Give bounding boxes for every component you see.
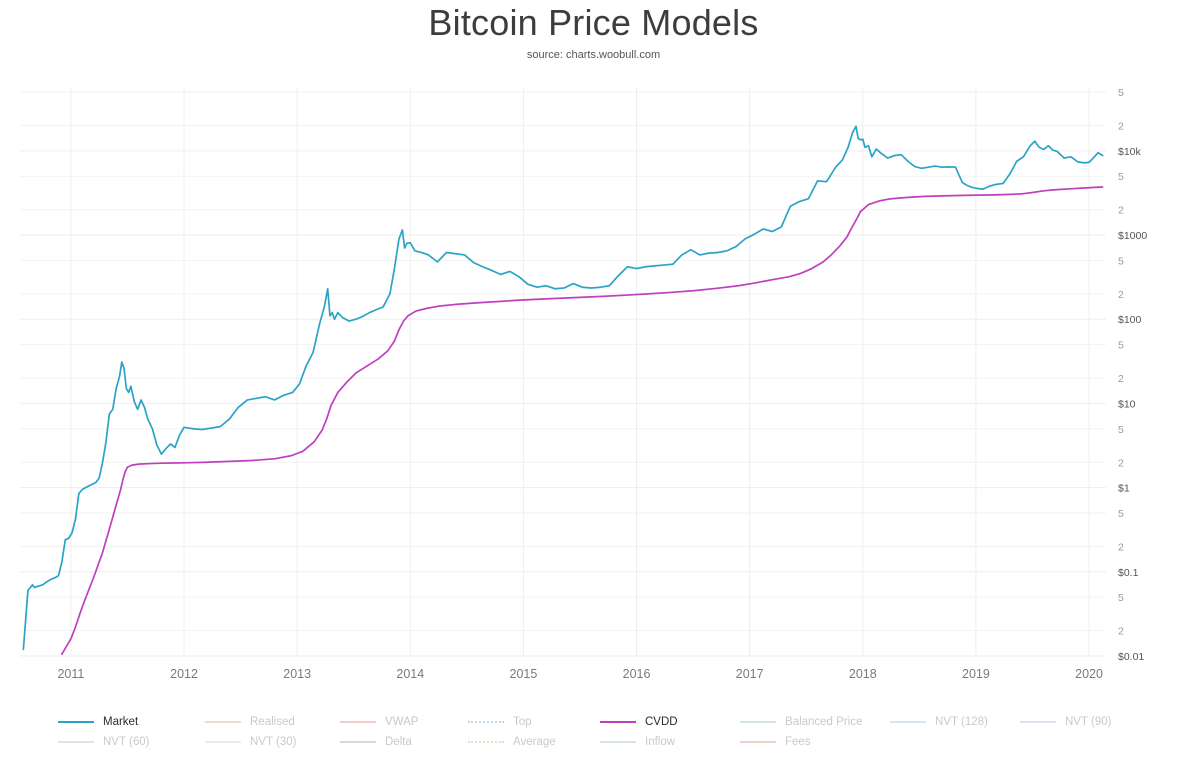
legend-item-vwap[interactable]: VWAP <box>340 712 418 732</box>
y-axis-tick-minor: 5 <box>1118 171 1124 183</box>
y-axis-tick-minor: 2 <box>1118 457 1124 469</box>
legend-label: Balanced Price <box>785 716 863 728</box>
y-axis-tick-minor: 2 <box>1118 289 1124 301</box>
y-axis-tick-major: $1 <box>1118 483 1130 495</box>
legend-swatch-average-icon <box>468 741 504 743</box>
page-title: Bitcoin Price Models <box>428 2 759 43</box>
legend-item-market[interactable]: Market <box>58 712 138 732</box>
legend-swatch-nvt-90--icon <box>1020 721 1056 723</box>
legend-swatch-top-icon <box>468 721 504 723</box>
legend-label: Top <box>513 716 532 728</box>
legend-item-realised[interactable]: Realised <box>205 712 295 732</box>
legend-label: Realised <box>250 716 295 728</box>
x-axis-tick: 2014 <box>396 667 424 681</box>
legend-swatch-vwap-icon <box>340 721 376 723</box>
legend-item-top[interactable]: Top <box>468 712 532 732</box>
legend-item-cvdd[interactable]: CVDD <box>600 712 678 732</box>
y-axis-tick-minor: 5 <box>1118 508 1124 520</box>
legend-item-average[interactable]: Average <box>468 732 556 752</box>
x-axis-tick: 2012 <box>170 667 198 681</box>
y-axis-tick-major: $10 <box>1118 398 1136 410</box>
y-axis-tick-major: $10k <box>1118 146 1142 158</box>
legend-label: NVT (128) <box>935 716 988 728</box>
legend-label: Fees <box>785 736 811 748</box>
legend-item-nvt-30-[interactable]: NVT (30) <box>205 732 296 752</box>
legend-item-nvt-60-[interactable]: NVT (60) <box>58 732 149 752</box>
y-axis-tick-major: $1000 <box>1118 230 1147 242</box>
legend-item-fees[interactable]: Fees <box>740 732 811 752</box>
y-axis-tick-minor: 2 <box>1118 205 1124 217</box>
y-axis-tick-minor: 5 <box>1118 87 1124 99</box>
x-axis-tick: 2015 <box>510 667 538 681</box>
y-axis-tick-minor: 5 <box>1118 424 1124 436</box>
legend-swatch-nvt-60--icon <box>58 741 94 743</box>
y-axis-tick-minor: 5 <box>1118 340 1124 352</box>
x-axis-tick: 2018 <box>849 667 877 681</box>
y-axis-tick-minor: 2 <box>1118 541 1124 553</box>
legend-swatch-nvt-128--icon <box>890 721 926 723</box>
legend-swatch-nvt-30--icon <box>205 741 241 743</box>
legend-label: NVT (90) <box>1065 716 1112 728</box>
legend-swatch-fees-icon <box>740 741 776 743</box>
legend-label: NVT (30) <box>250 736 297 748</box>
x-axis-tick: 2019 <box>962 667 990 681</box>
y-axis-tick-minor: 5 <box>1118 255 1124 267</box>
legend-swatch-balanced-price-icon <box>740 721 776 723</box>
x-axis-tick: 2020 <box>1075 667 1103 681</box>
legend-label: CVDD <box>645 716 678 728</box>
y-axis-tick-major: $0.1 <box>1118 567 1139 579</box>
legend-swatch-inflow-icon <box>600 741 636 743</box>
y-axis-tick-minor: 2 <box>1118 373 1124 385</box>
legend-item-inflow[interactable]: Inflow <box>600 732 675 752</box>
legend-swatch-realised-icon <box>205 721 241 723</box>
series-line-cvdd <box>61 186 1104 656</box>
legend-swatch-delta-icon <box>340 741 376 743</box>
chart-legend: Market Realised VWAP Top CVDD Balanced Price N… <box>0 708 1187 757</box>
legend-label: NVT (60) <box>103 736 150 748</box>
x-axis-tick: 2013 <box>283 667 311 681</box>
x-axis-tick: 2016 <box>623 667 651 681</box>
x-axis-tick: 2017 <box>736 667 764 681</box>
chart-source-subtitle: source: charts.woobull.com <box>526 49 661 61</box>
y-axis-tick-major: $0.01 <box>1118 651 1144 663</box>
y-axis-tick-minor: 2 <box>1118 121 1124 133</box>
legend-label: Delta <box>385 736 412 748</box>
y-axis-tick-major: $100 <box>1118 314 1142 326</box>
legend-swatch-cvdd-icon <box>600 721 636 723</box>
legend-label: Inflow <box>645 736 676 748</box>
legend-label: VWAP <box>385 716 419 728</box>
y-axis-tick-minor: 2 <box>1118 626 1124 638</box>
legend-label: Market <box>103 716 139 728</box>
legend-item-delta[interactable]: Delta <box>340 732 412 752</box>
legend-item-balanced-price[interactable]: Balanced Price <box>740 712 862 732</box>
legend-item-nvt-90-[interactable]: NVT (90) <box>1020 712 1111 732</box>
legend-swatch-market-icon <box>58 721 94 723</box>
y-axis-tick-minor: 5 <box>1118 592 1124 604</box>
series-line-market <box>22 125 1104 651</box>
legend-item-nvt-128-[interactable]: NVT (128) <box>890 712 988 732</box>
x-axis-tick: 2011 <box>57 667 84 681</box>
legend-label: Average <box>513 736 556 748</box>
